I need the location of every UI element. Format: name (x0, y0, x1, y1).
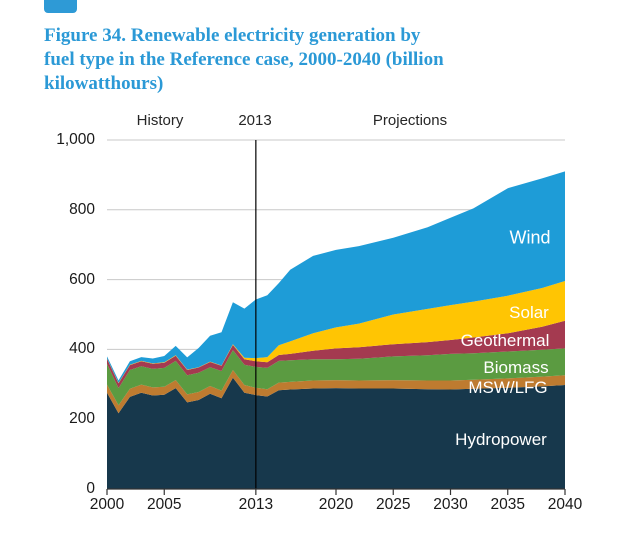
y-tick-label-400: 400 (69, 340, 95, 358)
area-hydropower (107, 377, 565, 489)
series-label-hydropower: Hydropower (455, 430, 547, 449)
figure-title-line-2: fuel type in the Reference case, 2000-20… (44, 48, 444, 70)
x-tick-label-2040: 2040 (547, 496, 583, 513)
projections-label: Projections (372, 112, 448, 129)
figure-title: Figure 34. Renewable electricity generat… (44, 24, 584, 96)
area-geothermal (107, 320, 565, 389)
history-label: History (136, 112, 184, 129)
y-tick-label-600: 600 (69, 270, 95, 288)
y-tick-label-0: 0 (86, 480, 95, 497)
x-tick-label-2025: 2025 (376, 496, 411, 513)
series-label-biomass: Biomass (483, 358, 549, 377)
axes (106, 140, 566, 495)
y-tick-label-1000: 1,000 (56, 131, 95, 148)
x-tick-label-2000: 2000 (89, 496, 125, 513)
cropped-logo-fragment (44, 0, 77, 13)
area-wind (107, 171, 565, 383)
figure-title-line-1: Figure 34. Renewable electricity generat… (44, 25, 421, 46)
x-tick-label-2030: 2030 (433, 496, 468, 513)
series-label-wind: Wind (509, 227, 551, 248)
x-tick-label-2035: 2035 (490, 496, 525, 513)
area-solar (107, 281, 565, 384)
area-msw-lfg (107, 370, 565, 414)
x-tick-label-2020: 2020 (318, 496, 354, 513)
y-tick-label-200: 200 (69, 410, 95, 428)
series-label-solar: Solar (509, 303, 549, 322)
series-label-msw-lfg: MSW/LFG (468, 378, 548, 397)
y-tick-label-800: 800 (69, 200, 95, 218)
x-tick-label-2013: 2013 (238, 496, 274, 513)
area-biomass (107, 348, 565, 406)
area-series (107, 171, 565, 489)
x-tick-label-2005: 2005 (147, 496, 182, 513)
figure-title-line-3: kilowatthours) (44, 72, 164, 94)
boundary-year-label: 2013 (238, 112, 272, 129)
series-label-geothermal: Geothermal (460, 331, 550, 350)
